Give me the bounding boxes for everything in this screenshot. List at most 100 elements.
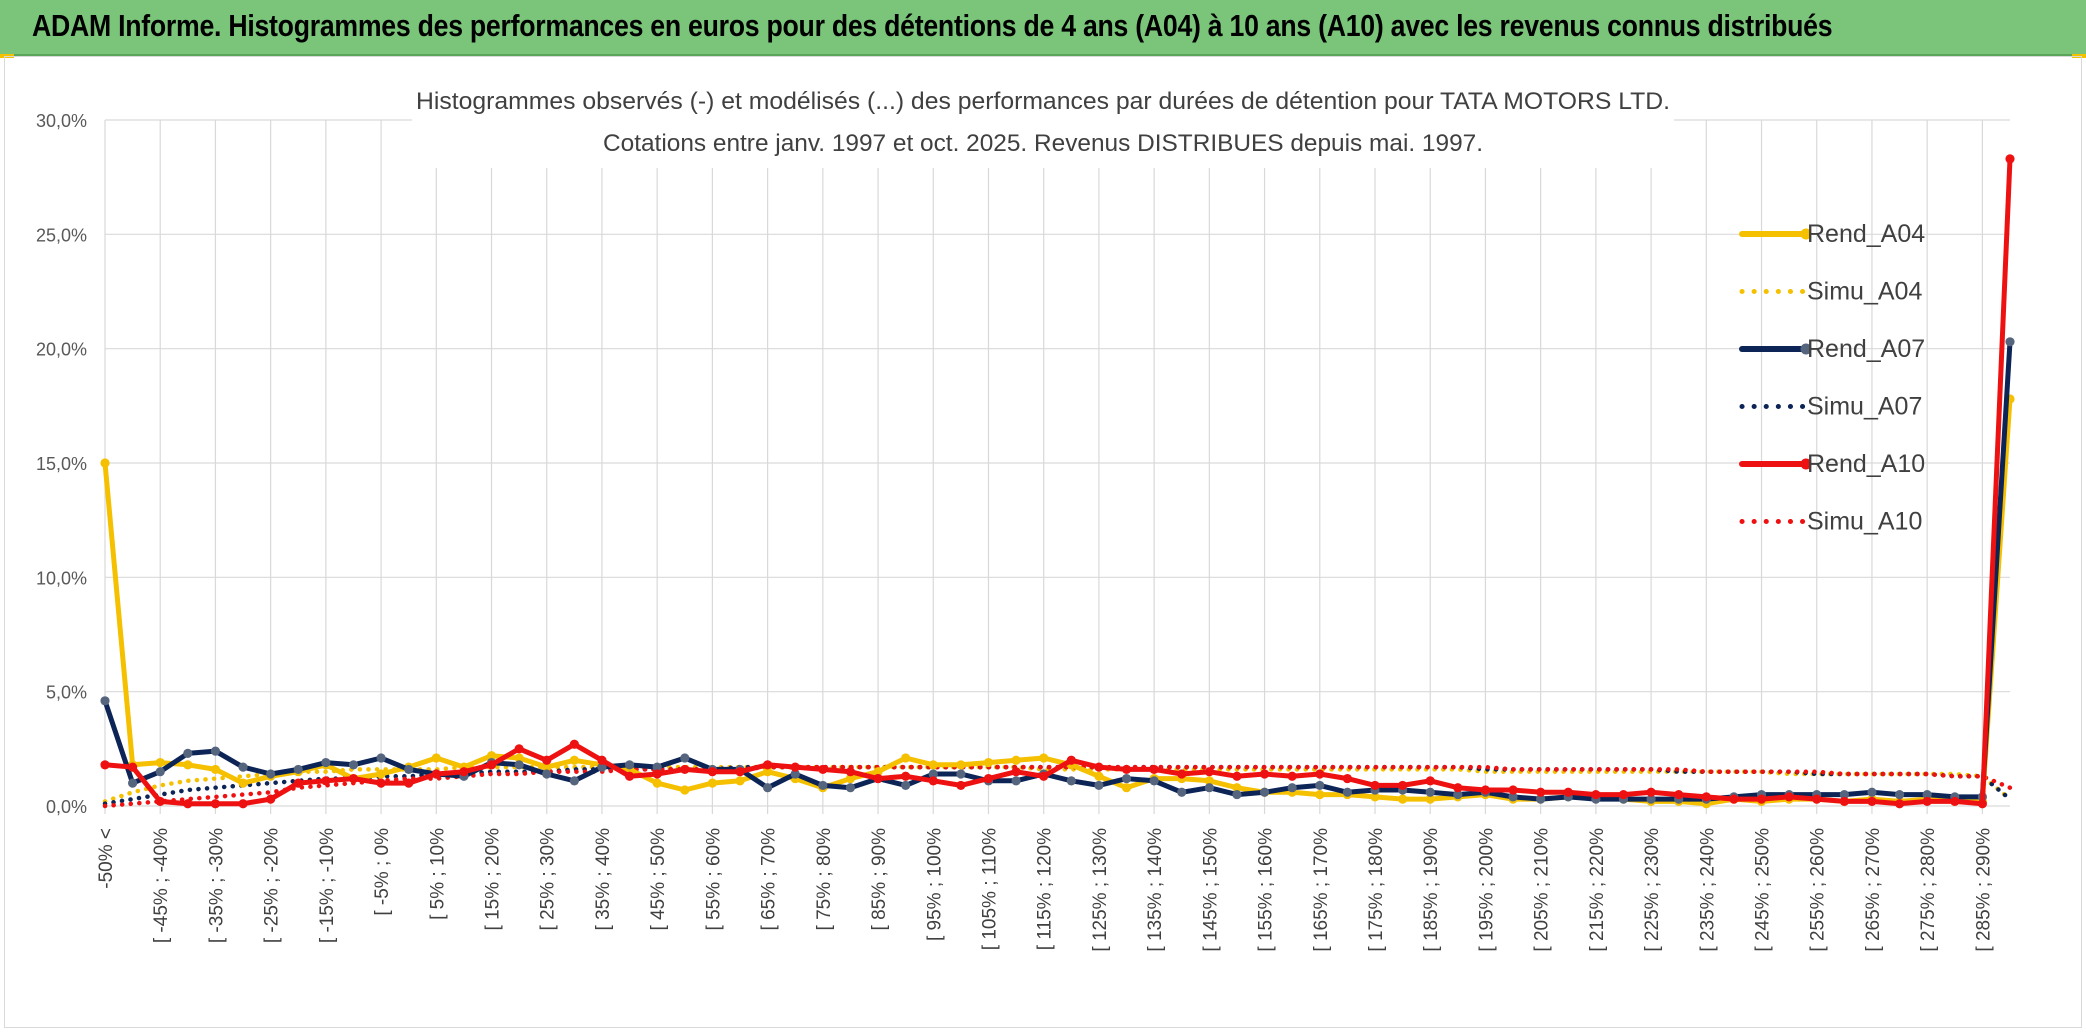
data-point bbox=[873, 767, 883, 777]
data-point bbox=[238, 778, 248, 788]
data-point bbox=[1011, 776, 1021, 786]
x-tick-label: -50% < bbox=[96, 828, 117, 889]
data-point bbox=[1204, 783, 1214, 793]
data-point bbox=[1039, 771, 1049, 781]
data-point bbox=[624, 760, 635, 770]
data-point bbox=[763, 767, 773, 777]
data-point bbox=[293, 764, 303, 775]
data-point bbox=[100, 696, 110, 706]
data-point bbox=[1646, 794, 1656, 804]
data-point bbox=[1066, 755, 1076, 765]
data-point bbox=[183, 760, 193, 770]
series-line-rend-a10 bbox=[102, 156, 2013, 807]
data-point bbox=[1315, 769, 1325, 779]
legend-label-rend-a10: Rend_A10 bbox=[1807, 450, 1925, 478]
data-point bbox=[1315, 789, 1325, 800]
x-tick-label: [ 265% ; 270% bbox=[1863, 828, 1884, 952]
data-point bbox=[1149, 776, 1159, 786]
data-point bbox=[680, 764, 690, 775]
data-point bbox=[790, 762, 800, 772]
data-point bbox=[1232, 783, 1242, 793]
data-point bbox=[1204, 767, 1214, 777]
x-tick-label: [ -45% ; -40% bbox=[151, 828, 172, 943]
header-banner: ADAM Informe. Histogrammes des performan… bbox=[0, 0, 2086, 56]
data-point bbox=[569, 776, 579, 786]
data-point bbox=[1039, 753, 1049, 763]
data-point bbox=[1342, 773, 1352, 784]
data-point bbox=[210, 746, 221, 756]
data-point bbox=[652, 778, 662, 788]
data-point bbox=[210, 764, 221, 775]
x-tick-label: [ 145% ; 150% bbox=[1200, 828, 1221, 952]
y-tick-label: 20,0% bbox=[36, 340, 87, 360]
x-tick-label: [ 85% ; 90% bbox=[869, 828, 890, 931]
data-point bbox=[1839, 789, 1849, 800]
data-point bbox=[845, 773, 856, 784]
data-point bbox=[183, 748, 193, 759]
data-point bbox=[1011, 755, 1021, 765]
data-point bbox=[569, 755, 579, 765]
data-point bbox=[514, 760, 524, 770]
data-point bbox=[1894, 789, 1905, 800]
x-tick-label: [ 205% ; 210% bbox=[1532, 828, 1553, 952]
data-point bbox=[928, 760, 938, 770]
data-point bbox=[597, 755, 607, 765]
y-tick-label: 0,0% bbox=[46, 797, 87, 817]
data-point bbox=[1204, 776, 1214, 786]
data-point bbox=[1177, 769, 1187, 779]
data-point bbox=[321, 776, 331, 786]
data-point bbox=[1121, 783, 1132, 793]
data-point bbox=[1536, 794, 1546, 804]
x-tick-label: [ 55% ; 60% bbox=[703, 828, 724, 931]
data-point bbox=[1094, 762, 1104, 772]
x-tick-label: [ 65% ; 70% bbox=[759, 828, 780, 931]
series-line-rend-a07 bbox=[102, 339, 2013, 802]
data-point bbox=[1232, 771, 1242, 781]
data-point bbox=[1867, 787, 1877, 797]
data-point bbox=[128, 778, 138, 788]
data-point bbox=[1701, 792, 1711, 802]
x-tick-label: [ 255% ; 260% bbox=[1808, 828, 1829, 952]
data-point bbox=[100, 760, 110, 770]
series-line-rend-a04 bbox=[102, 396, 2013, 807]
data-point bbox=[459, 767, 469, 777]
legend-marker bbox=[1800, 343, 1812, 355]
data-point bbox=[1894, 799, 1905, 809]
data-point bbox=[735, 776, 745, 786]
data-point bbox=[1011, 767, 1021, 777]
data-point bbox=[1563, 787, 1573, 797]
data-point bbox=[845, 767, 856, 777]
legend: Rend_A04 Simu_A04 Rend_A07 Simu_A07 Rend_A10… bbox=[1739, 220, 1925, 536]
data-point bbox=[1342, 787, 1352, 797]
data-point bbox=[928, 776, 938, 786]
data-point bbox=[1287, 783, 1297, 793]
data-point bbox=[1232, 789, 1242, 800]
data-point bbox=[1867, 796, 1877, 807]
x-tick-label: [ -35% ; -30% bbox=[206, 828, 227, 943]
data-point bbox=[1674, 789, 1684, 800]
x-tick-label: [ -15% ; -10% bbox=[317, 828, 338, 943]
data-point bbox=[707, 778, 717, 788]
data-point bbox=[652, 762, 662, 772]
data-point bbox=[1149, 764, 1159, 775]
x-tick-label: [ 105% ; 110% bbox=[979, 828, 1000, 950]
data-point bbox=[1839, 796, 1849, 807]
data-point bbox=[1453, 789, 1463, 800]
x-tick-label: [ 245% ; 250% bbox=[1753, 828, 1774, 952]
data-point bbox=[1922, 789, 1932, 800]
data-point bbox=[624, 771, 635, 781]
y-tick-label: 15,0% bbox=[36, 454, 87, 474]
x-tick-label: [ 35% ; 40% bbox=[593, 828, 614, 931]
data-point bbox=[983, 757, 994, 768]
data-point bbox=[956, 760, 966, 770]
legend-marker bbox=[1800, 228, 1812, 240]
y-axis: 0,0% 5,0% 10,0% 15,0% 20,0% 25,0% 30,0% bbox=[36, 111, 87, 817]
data-point bbox=[431, 753, 441, 763]
data-point bbox=[376, 778, 386, 788]
x-tick-label: [ 135% ; 140% bbox=[1145, 828, 1166, 952]
data-point bbox=[155, 757, 165, 768]
y-tick-label: 5,0% bbox=[46, 683, 87, 703]
x-tick-label: [ 215% ; 220% bbox=[1587, 828, 1608, 952]
x-tick-label: [ 235% ; 240% bbox=[1697, 828, 1718, 952]
